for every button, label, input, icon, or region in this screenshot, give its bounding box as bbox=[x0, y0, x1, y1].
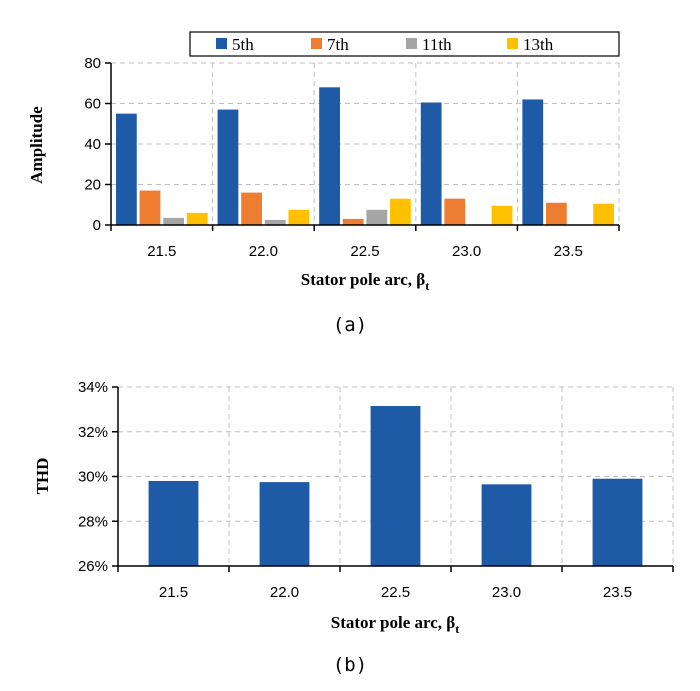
chart-thd: 26% 28% 30% 32% 34% 21.5 22.0 22.5 23.0 23.5 THD… bbox=[33, 379, 674, 676]
bar-13th bbox=[186, 212, 208, 225]
legend-swatch-13th bbox=[507, 38, 518, 49]
y-tick-label: 32% bbox=[78, 424, 108, 441]
bar-thd bbox=[259, 482, 310, 566]
x-tick-label: 22.5 bbox=[350, 243, 379, 260]
legend-label-7th: 7th bbox=[327, 35, 349, 54]
legend-box bbox=[189, 31, 620, 57]
chart-a-axes bbox=[105, 62, 620, 231]
chart-b-gridlines bbox=[118, 386, 674, 566]
x-tick-label: 22.0 bbox=[249, 243, 278, 260]
bar-13th bbox=[593, 203, 615, 225]
x-tick-label: 22.0 bbox=[270, 584, 299, 601]
x-tick-label: 23.0 bbox=[492, 584, 521, 601]
chart-b-bars bbox=[148, 406, 643, 566]
bar-11th bbox=[366, 209, 388, 225]
legend-swatch-11th bbox=[406, 38, 417, 49]
bar-7th bbox=[342, 218, 364, 225]
bar-7th bbox=[545, 202, 567, 225]
bar-7th bbox=[139, 190, 161, 225]
legend-swatch-5th bbox=[216, 38, 227, 49]
chart-a-y-ticks: 0 20 40 60 80 bbox=[84, 55, 101, 234]
bar-7th bbox=[444, 198, 466, 225]
chart-b-ylabel: THD bbox=[33, 458, 52, 495]
y-tick-label: 80 bbox=[84, 55, 101, 72]
legend-swatch-7th bbox=[311, 38, 322, 49]
bar-7th bbox=[241, 192, 262, 225]
chart-a-panel-label: (a) bbox=[333, 314, 367, 336]
bar-thd bbox=[148, 480, 199, 566]
bar-5th bbox=[319, 87, 340, 225]
x-tick-label: 23.0 bbox=[452, 243, 481, 260]
x-tick-label: 21.5 bbox=[159, 584, 188, 601]
bar-thd bbox=[370, 406, 421, 566]
chart-b-y-ticks: 26% 28% 30% 32% 34% bbox=[78, 379, 108, 575]
y-tick-label: 26% bbox=[78, 558, 108, 575]
chart-a-ylabel: Amplitude bbox=[27, 106, 46, 184]
x-tick-label: 21.5 bbox=[147, 243, 176, 260]
bar-13th bbox=[288, 209, 310, 225]
chart-b-xlabel: Stator pole arc, βt bbox=[331, 613, 459, 636]
y-tick-label: 34% bbox=[78, 379, 108, 396]
chart-a-xlabel: Stator pole arc, βt bbox=[301, 270, 429, 293]
chart-a-legend: 5th 7th 11th 13th bbox=[189, 31, 620, 57]
y-tick-label: 0 bbox=[93, 217, 101, 234]
bar-11th bbox=[163, 217, 185, 225]
chart-amplitude: 0 20 40 60 80 21.5 22.0 22.5 23.0 23.5 5th 7th 11t… bbox=[27, 31, 620, 336]
y-tick-label: 60 bbox=[84, 96, 101, 113]
y-tick-label: 40 bbox=[84, 136, 101, 153]
bar-13th bbox=[491, 205, 513, 225]
bar-11th bbox=[264, 219, 286, 225]
chart-b-axes bbox=[112, 386, 674, 572]
legend-label-11th: 11th bbox=[422, 35, 452, 54]
bar-5th bbox=[115, 113, 137, 225]
bar-13th bbox=[390, 198, 411, 225]
y-tick-label: 28% bbox=[78, 513, 108, 530]
bar-5th bbox=[420, 102, 442, 225]
bar-thd bbox=[592, 478, 643, 566]
chart-b-x-ticks: 21.5 22.0 22.5 23.0 23.5 bbox=[159, 584, 632, 601]
y-tick-label: 20 bbox=[84, 177, 101, 194]
chart-a-x-ticks: 21.5 22.0 22.5 23.0 23.5 bbox=[147, 243, 583, 260]
bar-thd bbox=[481, 484, 532, 566]
x-tick-label: 23.5 bbox=[554, 243, 583, 260]
chart-a-bars bbox=[115, 87, 615, 225]
x-tick-label: 23.5 bbox=[603, 584, 632, 601]
x-tick-label: 22.5 bbox=[381, 584, 410, 601]
bar-5th bbox=[522, 99, 544, 225]
chart-b-panel-label: (b) bbox=[333, 654, 367, 676]
legend-label-13th: 13th bbox=[523, 35, 554, 54]
legend-label-5th: 5th bbox=[232, 35, 254, 54]
bar-5th bbox=[217, 109, 239, 225]
y-tick-label: 30% bbox=[78, 469, 108, 486]
